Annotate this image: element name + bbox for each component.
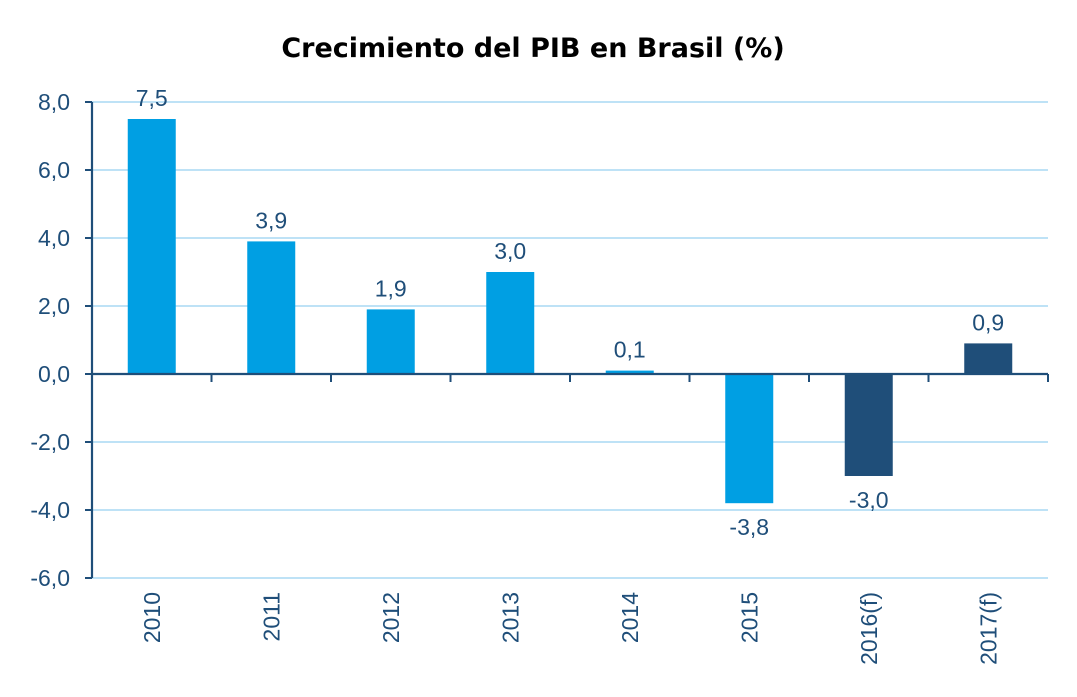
- bar-2015: [725, 374, 774, 504]
- bar-2013: [486, 272, 535, 374]
- x-tick-label: 2014: [617, 592, 643, 643]
- data-label: 0,1: [614, 337, 646, 363]
- data-labels: 7,5 3,9 1,9 3,0 0,1 -3,8 -3,0 0,9: [136, 85, 1004, 540]
- data-label: -3,0: [849, 487, 889, 513]
- bars: [127, 119, 1013, 504]
- y-tick-label: -2,0: [30, 429, 70, 455]
- bar-2010: [127, 119, 176, 374]
- y-tick-label: 2,0: [38, 293, 70, 319]
- bar-2017f: [964, 343, 1013, 374]
- x-tick-label: 2015: [736, 592, 762, 643]
- chart-title: Crecimiento del PIB en Brasil (%): [281, 33, 784, 64]
- axes: 8,0 6,0 4,0 2,0 0,0 -2,0 -4,0 -6,0 2010 2011 2012 2…: [30, 89, 1049, 665]
- bar-2016f: [844, 374, 893, 476]
- y-tick-label: 6,0: [38, 157, 70, 183]
- gridlines: [92, 101, 1048, 579]
- data-label: 7,5: [136, 85, 168, 111]
- x-tick-label: 2010: [139, 592, 165, 643]
- y-tick-label: -4,0: [30, 497, 70, 523]
- bar-2012: [366, 309, 415, 374]
- data-label: -3,8: [729, 514, 769, 540]
- x-tick-label: 2017(f): [975, 592, 1001, 665]
- x-tick-label: 2013: [497, 592, 523, 643]
- bar-2011: [247, 241, 296, 374]
- x-tick-label: 2012: [378, 592, 404, 643]
- x-tick-label: 2016(f): [856, 592, 882, 665]
- bar-2014: [605, 370, 654, 374]
- data-label: 3,9: [255, 207, 287, 233]
- y-tick-label: -6,0: [30, 565, 70, 591]
- y-tick-label: 4,0: [38, 225, 70, 251]
- data-label: 1,9: [375, 275, 407, 301]
- data-label: 0,9: [972, 309, 1004, 335]
- y-tick-label: 0,0: [38, 361, 70, 387]
- x-tick-label: 2011: [258, 592, 284, 641]
- data-label: 3,0: [494, 238, 526, 264]
- y-tick-label: 8,0: [38, 89, 70, 115]
